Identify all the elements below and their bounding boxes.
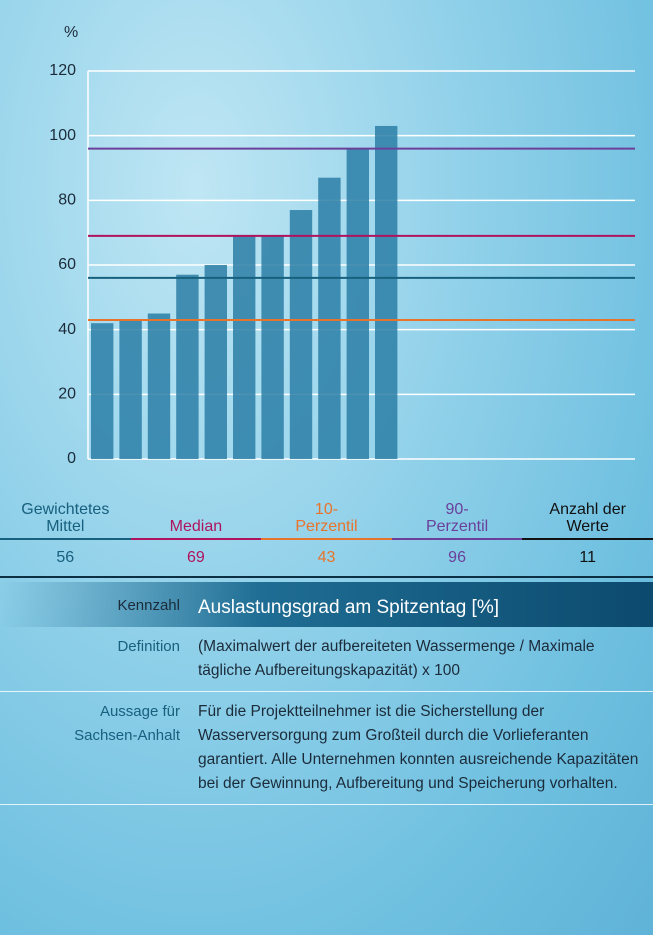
table-row: Kennzahl Auslastungsgrad am Spitzentag [%… (0, 582, 653, 627)
summary-value: 56 (0, 540, 131, 578)
y-tick-label: 0 (67, 450, 76, 467)
row-text: Auslastungsgrad am Spitzentag [%] (198, 597, 500, 618)
summary-label: Anzahl der Werte (522, 470, 653, 540)
summary-label: 90-Perzentil (391, 470, 523, 540)
summary-value: 11 (522, 540, 653, 578)
summary-column: 90-Perzentil 96 (391, 470, 523, 578)
y-tick-label: 60 (58, 256, 76, 273)
summary-column: Gewichtetes Mittel 56 (0, 470, 131, 578)
bar (91, 323, 114, 459)
chart: % 0 20 40 60 80 100 120 (49, 24, 635, 467)
y-axis-label: % (64, 24, 78, 41)
row-label: Aussage für Sachsen-Anhalt (74, 703, 180, 744)
bar (289, 210, 313, 459)
y-tick-label: 120 (49, 62, 76, 79)
summary-value: 69 (130, 540, 262, 578)
summary-label: 10-Perzentil (261, 470, 392, 540)
bar (204, 265, 227, 459)
y-tick-label: 100 (49, 127, 76, 144)
y-tick-label: 80 (58, 192, 76, 209)
table-row: Aussage für Sachsen-Anhalt Für die Projek… (0, 692, 653, 805)
summary-value: 96 (391, 540, 523, 578)
row-text: Für die Projektteilnehmer ist die Sicher… (198, 703, 639, 792)
row-label: Definition (117, 638, 180, 655)
table-row: Definition (Maximalwert der aufbereiteten… (0, 627, 653, 692)
bar (346, 148, 369, 459)
row-label: Kennzahl (117, 597, 180, 614)
bar (318, 177, 341, 459)
bar (233, 235, 256, 459)
summary-label: Median (130, 470, 262, 540)
info-table: Kennzahl Auslastungsgrad am Spitzentag [%… (0, 582, 653, 805)
bar (147, 313, 171, 459)
y-tick-label: 20 (58, 386, 76, 403)
bar (261, 235, 284, 459)
summary-value: 43 (261, 540, 392, 578)
bar (375, 125, 398, 459)
summary-table: Gewichtetes Mittel 56 Median 69 10-Perzentil… (0, 470, 653, 578)
summary-column: Median 69 (130, 470, 262, 578)
y-tick-label: 40 (58, 321, 76, 338)
bar (176, 274, 199, 459)
summary-label: Gewichtetes Mittel (0, 470, 131, 540)
summary-column: 10-Perzentil 43 (261, 470, 392, 578)
bar (119, 319, 142, 459)
summary-column: Anzahl der Werte 11 (522, 470, 653, 578)
row-text: (Maximalwert der aufbereiteten Wassermen… (198, 638, 595, 679)
